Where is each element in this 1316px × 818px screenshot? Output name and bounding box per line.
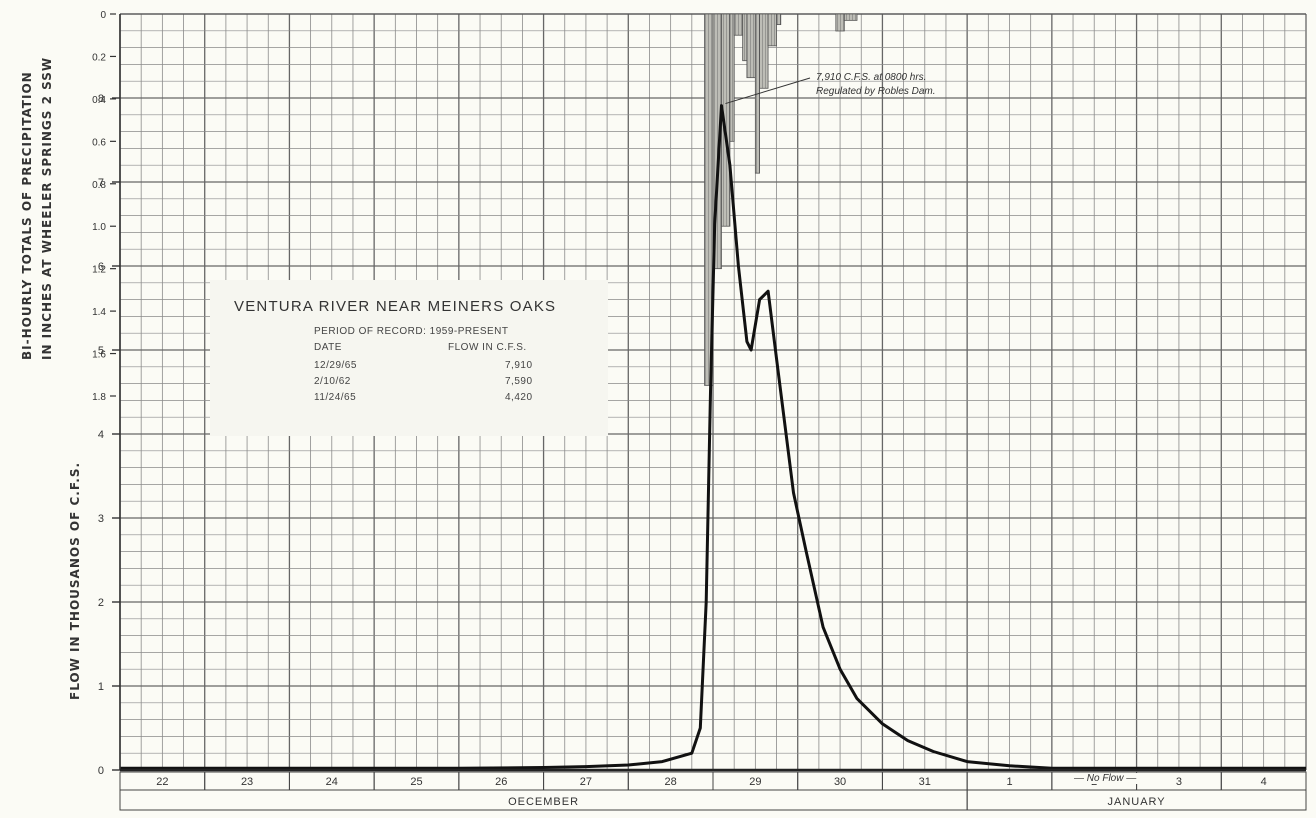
flow-tick-label: 4 xyxy=(98,429,104,441)
precipitation-bar xyxy=(767,13,777,47)
precip-tick-label: 0.6 xyxy=(92,137,106,148)
precipitation-bar xyxy=(729,13,735,142)
flow-tick-label: 0 xyxy=(98,765,104,777)
precip-tick-label: 1.6 xyxy=(92,350,106,361)
month-label: OECEMBER xyxy=(508,796,579,808)
date-column-header: DATE xyxy=(314,342,342,353)
flow-tick-label: 2 xyxy=(98,597,104,609)
info-box: VENTURA RIVER NEAR MEINERS OAKS PERIOD O… xyxy=(210,280,608,436)
day-label: 22 xyxy=(156,776,168,788)
precipitation-axis-label-line1: BI-HOURLY TOTALS OF PRECIPITATION xyxy=(20,71,34,360)
month-label: JANUARY xyxy=(1107,796,1165,808)
flow-tick-label: 6 xyxy=(98,261,104,273)
day-label: 29 xyxy=(749,776,761,788)
day-label: 31 xyxy=(919,776,931,788)
day-label: 28 xyxy=(665,776,677,788)
precipitation-bar xyxy=(759,13,769,89)
precip-tick-label: 1.8 xyxy=(92,392,106,403)
flow-line xyxy=(120,104,1306,770)
precipitation-axis-label-line2: IN INCHES AT WHEELER SPRINGS 2 SSW xyxy=(40,56,54,360)
record-date: 2/10/62 xyxy=(314,376,351,387)
day-label: 4 xyxy=(1261,776,1267,788)
day-label: 25 xyxy=(410,776,422,788)
day-label: 27 xyxy=(580,776,592,788)
day-label: 30 xyxy=(834,776,846,788)
record-flow: 7,910 xyxy=(505,360,533,371)
peak-annotation-line2: Regulated by Robles Dam. xyxy=(816,86,936,97)
record-flow: 7,590 xyxy=(505,376,533,387)
peak-annotation: 7,910 C.F.S. at 0800 hrs. Regulated by R… xyxy=(816,71,936,99)
day-label: 26 xyxy=(495,776,507,788)
annotation-leader xyxy=(725,77,811,105)
axes: 0 1 2 3 4 5 6 7 8 0 0.2 0.4 0.6 0.8 1.0 1.2 1.4 1.6 1.8 xyxy=(92,10,121,777)
precipitation-bar xyxy=(843,13,858,21)
day-label: 23 xyxy=(241,776,253,788)
x-axis-boxes: 222324252627282930311234OECEMBERJANUARY xyxy=(119,768,1307,811)
precipitation-bar xyxy=(742,13,748,62)
precip-tick-label: 1.4 xyxy=(92,307,106,318)
flow-axis-label: FLOW IN THOUSANOS OF C.F.S. xyxy=(68,461,82,700)
flow-tick-label: 7 xyxy=(98,177,104,189)
precip-tick-label: 0.4 xyxy=(92,95,106,106)
flow-tick-label: 5 xyxy=(98,345,104,357)
period-of-record: PERIOD OF RECORD: 1959-PRESENT xyxy=(314,326,509,337)
flow-column-header: FLOW IN C.F.S. xyxy=(448,342,527,353)
record-date: 12/29/65 xyxy=(314,360,357,371)
day-label: 3 xyxy=(1176,776,1182,788)
precip-tick-label: 1.2 xyxy=(92,265,106,276)
flow-line-group xyxy=(120,77,1306,770)
precipitation-bar xyxy=(835,13,845,32)
precipitation-bar xyxy=(733,13,744,36)
day-label: 24 xyxy=(326,776,338,788)
record-date: 11/24/65 xyxy=(314,392,357,403)
month-box xyxy=(966,789,1307,811)
precip-tick-label: 0.2 xyxy=(92,52,106,63)
peak-annotation-line1: 7,910 C.F.S. at 0800 hrs. xyxy=(816,72,927,83)
precipitation-bars xyxy=(704,13,858,386)
precipitation-bar xyxy=(746,13,756,79)
record-flow: 4,420 xyxy=(505,392,533,403)
chart-title: VENTURA RIVER NEAR MEINERS OAKS xyxy=(234,298,557,315)
precipitation-bar xyxy=(776,13,782,26)
flow-tick-label: 1 xyxy=(98,681,104,693)
flow-tick-label: 3 xyxy=(98,513,104,525)
precip-tick-label: 1.0 xyxy=(92,222,106,233)
precip-tick-label: 0 xyxy=(100,10,106,21)
day-label: 1 xyxy=(1006,776,1012,788)
flow-tick-label: 8 xyxy=(98,93,104,105)
precip-tick-label: 0.8 xyxy=(92,180,106,191)
no-flow-label: — No Flow — xyxy=(1072,773,1139,784)
